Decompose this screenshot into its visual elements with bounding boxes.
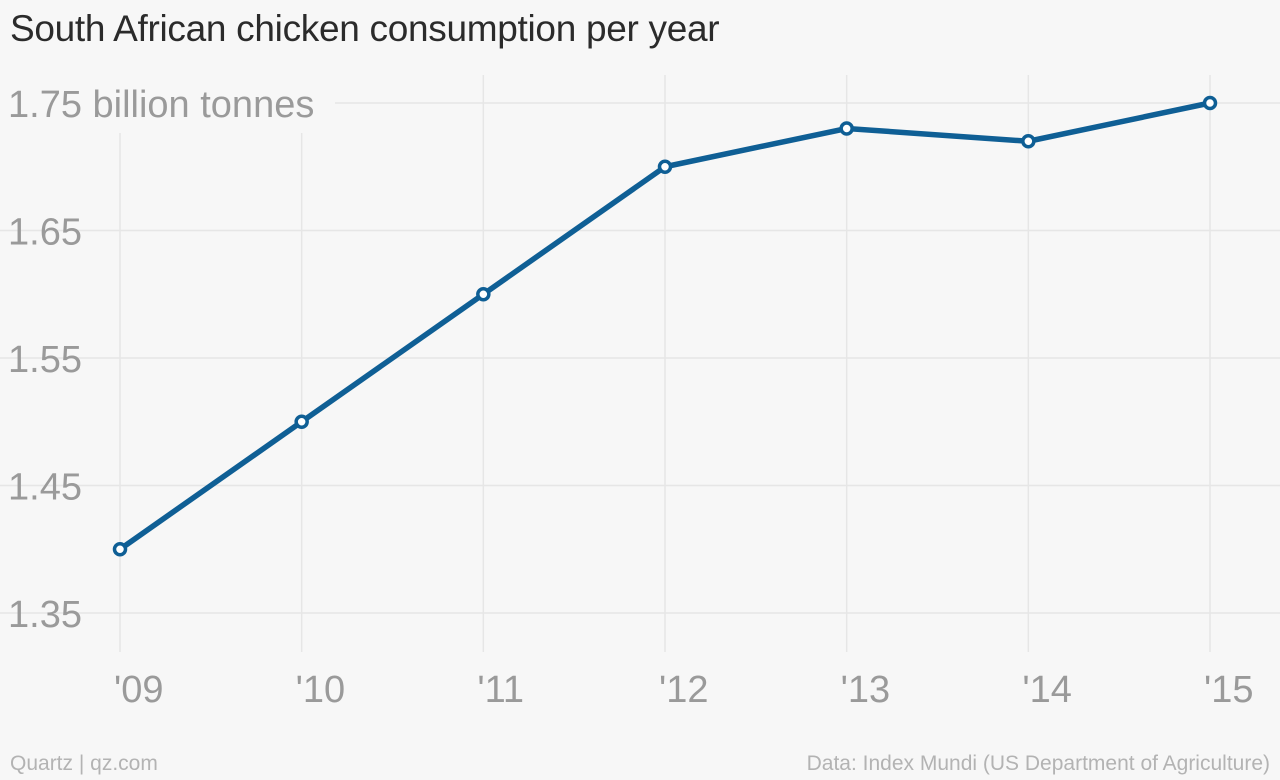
y-top-label-background bbox=[0, 73, 335, 133]
x-tick-label: '09 bbox=[114, 669, 164, 711]
data-point bbox=[657, 159, 673, 174]
grid-lines bbox=[0, 75, 1280, 652]
x-tick-label: '13 bbox=[841, 669, 891, 711]
data-point bbox=[294, 414, 309, 429]
y-tick-label: 1.35 bbox=[8, 594, 82, 636]
x-tick-label: '10 bbox=[296, 669, 346, 711]
footer-source-left: Quartz | qz.com bbox=[10, 752, 158, 775]
data-point bbox=[1202, 95, 1218, 111]
data-point bbox=[476, 287, 491, 302]
x-axis-tick-labels: '09 '10 '11 '12 '13 '14 '15 bbox=[114, 669, 1254, 711]
data-point bbox=[112, 542, 128, 557]
x-tick-label: '11 bbox=[477, 669, 524, 711]
chart-title: South African chicken consumption per ye… bbox=[10, 8, 720, 49]
footer-source-right: Data: Index Mundi (US Department of Agri… bbox=[806, 752, 1270, 775]
series-points bbox=[112, 95, 1218, 557]
x-tick-label: '15 bbox=[1204, 669, 1254, 711]
y-tick-label: 1.45 bbox=[8, 467, 82, 509]
y-tick-label: 1.75 billion tonnes bbox=[8, 84, 314, 126]
data-point bbox=[1021, 134, 1036, 149]
y-axis-tick-labels: 1.35 1.45 1.55 1.65 1.75 billion tonnes bbox=[0, 73, 335, 636]
y-tick-label: 1.65 bbox=[8, 212, 82, 254]
x-tick-label: '12 bbox=[659, 669, 709, 711]
x-tick-label: '14 bbox=[1022, 669, 1072, 711]
y-tick-label: 1.55 bbox=[8, 339, 82, 381]
data-point bbox=[839, 121, 854, 136]
